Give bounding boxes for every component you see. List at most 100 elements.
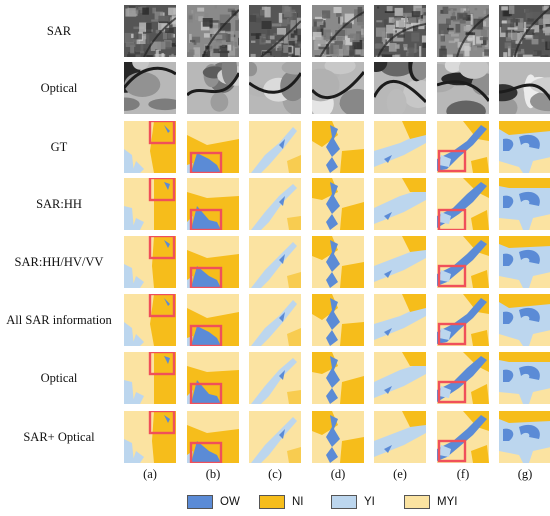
highlight-box [148,411,176,435]
legend-label: OW [220,496,240,508]
column-label: (d) [330,467,346,481]
legend-item: OW [187,495,240,509]
segmentation-map-tile [124,411,176,463]
segmentation-map-tile [312,236,364,288]
segmentation-map-tile [249,178,301,230]
highlight-box [189,324,223,346]
highlight-box [148,236,176,260]
segmentation-map-tile [374,294,426,346]
optical-image-tile [187,62,239,114]
segmentation-map-tile [499,411,550,463]
sar-image-tile [499,5,550,57]
highlight-box [189,151,223,173]
legend-label: MYI [437,496,458,508]
row-label: GT [50,140,68,154]
optical-image-tile [437,62,489,114]
highlight-box [189,382,223,404]
column-label: (a) [143,467,157,481]
segmentation-map-tile [312,411,364,463]
legend-label: NI [292,496,304,508]
segmentation-map-tile [124,121,176,173]
segmentation-map-tile [249,411,301,463]
legend-swatch [331,495,357,509]
segmentation-map-tile [312,178,364,230]
segmentation-map-tile [187,352,239,404]
row-label: Optical [40,81,78,95]
legend-item: NI [259,495,304,509]
segmentation-map-tile [437,352,489,404]
highlight-box [437,322,467,346]
highlight-box [437,380,467,404]
segmentation-map-tile [124,294,176,346]
segmentation-map-tile [437,121,489,173]
segmentation-map-tile [437,294,489,346]
highlight-box [437,208,467,230]
segmentation-map-tile [499,294,550,346]
highlight-box [437,149,467,173]
sar-image-tile [374,5,426,57]
sar-image-tile [312,5,364,57]
sar-image-tile [249,5,301,57]
highlight-box [189,208,223,230]
optical-image-tile [499,62,550,114]
segmentation-map-tile [437,236,489,288]
optical-image-tile [249,62,301,114]
segmentation-map-tile [124,178,176,230]
row-label: Optical [40,371,78,385]
highlight-box [148,121,176,145]
column-label: (g) [517,467,533,481]
highlight-box [148,178,176,202]
highlight-box [437,439,467,463]
sar-image-tile [187,5,239,57]
segmentation-map-tile [499,121,550,173]
optical-image-tile [124,62,176,114]
highlight-box [189,441,223,463]
optical-image-tile [312,62,364,114]
column-label: (c) [268,467,282,481]
optical-image-tile [374,62,426,114]
segmentation-map-tile [187,411,239,463]
legend-swatch [259,495,285,509]
segmentation-map-tile [312,352,364,404]
segmentation-map-tile [499,352,550,404]
segmentation-map-tile [374,411,426,463]
segmentation-map-tile [312,294,364,346]
highlight-box [148,294,176,318]
segmentation-map-tile [374,236,426,288]
legend-label: YI [364,496,375,508]
row-label: SAR [46,24,72,38]
segmentation-map-tile [249,352,301,404]
segmentation-map-tile [499,178,550,230]
segmentation-map-tile [249,294,301,346]
segmentation-map-tile [374,178,426,230]
highlight-box [148,352,176,376]
column-label: (e) [393,467,407,481]
segmentation-map-tile [187,294,239,346]
legend-swatch [404,495,430,509]
segmentation-map-tile [187,178,239,230]
segmentation-map-tile [437,411,489,463]
segmentation-map-tile [187,121,239,173]
segmentation-map-tile [374,121,426,173]
segmentation-map-tile [312,121,364,173]
segmentation-map-tile [124,236,176,288]
legend-item: YI [331,495,375,509]
highlight-box [437,264,467,288]
legend: OW NI YI MYI [0,493,550,515]
segmentation-map-tile [249,236,301,288]
sar-image-tile [124,5,176,57]
row-label: SAR:HH [36,197,82,211]
row-label: SAR:HH/HV/VV [14,255,104,269]
legend-item: MYI [404,495,457,509]
row-label: All SAR information [6,313,112,327]
legend-swatch [187,495,213,509]
segmentation-map-tile [187,236,239,288]
sar-image-tile [437,5,489,57]
segmentation-map-tile [249,121,301,173]
segmentation-map-tile [499,236,550,288]
column-label: (b) [205,467,221,481]
row-label: SAR+ Optical [23,430,95,444]
segmentation-map-tile [124,352,176,404]
column-label: (f) [456,467,470,481]
